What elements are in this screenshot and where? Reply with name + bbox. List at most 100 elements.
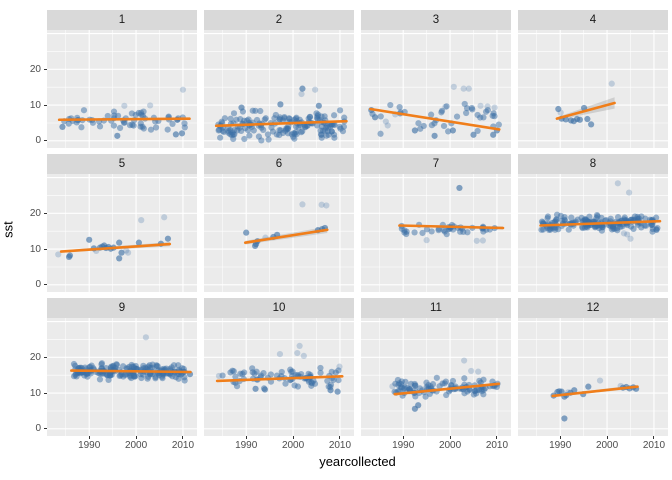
scatter-point bbox=[337, 125, 344, 132]
scatter-point bbox=[293, 114, 300, 121]
y-tick-mark bbox=[44, 392, 47, 394]
scatter-point bbox=[440, 122, 448, 130]
scatter-point bbox=[568, 214, 575, 221]
facet-panel-12: 12 bbox=[518, 298, 668, 436]
scatter-point bbox=[142, 364, 149, 371]
scatter-point bbox=[538, 218, 546, 225]
scatter-point bbox=[114, 132, 121, 139]
scatter-point bbox=[70, 360, 78, 368]
scatter-point bbox=[469, 106, 476, 113]
scatter-point bbox=[561, 216, 568, 223]
facet-plot-area bbox=[361, 318, 511, 436]
scatter-point bbox=[466, 386, 473, 394]
scatter-point bbox=[371, 114, 379, 121]
y-tick-label: 10 bbox=[29, 99, 41, 111]
scatter-point bbox=[276, 351, 284, 358]
scatter-point bbox=[217, 134, 224, 141]
x-tick-mark bbox=[559, 436, 561, 439]
scatter-point bbox=[317, 369, 324, 376]
trend-line bbox=[398, 224, 505, 230]
scatter-point bbox=[86, 236, 93, 243]
x-tick-mark bbox=[339, 436, 341, 439]
scatter-point bbox=[561, 415, 568, 422]
scatter-point bbox=[253, 116, 261, 124]
scatter-point bbox=[470, 131, 477, 138]
scatter-point bbox=[445, 128, 452, 135]
x-tick-mark bbox=[135, 436, 137, 439]
scatter-point bbox=[296, 342, 303, 349]
facet-strip-label: 5 bbox=[47, 154, 197, 174]
scatter-point bbox=[416, 385, 424, 392]
scatter-point bbox=[237, 370, 244, 377]
scatter-point bbox=[401, 229, 408, 236]
x-tick-label: 2010 bbox=[642, 440, 666, 451]
scatter-point bbox=[269, 128, 277, 135]
scatter-point bbox=[334, 388, 341, 395]
scatter-point bbox=[130, 373, 137, 380]
scatter-point bbox=[621, 214, 628, 221]
scatter-point bbox=[298, 371, 305, 378]
x-tick-label: 1990 bbox=[549, 440, 572, 451]
scatter-point bbox=[121, 102, 128, 109]
facet-panel-4: 4 bbox=[518, 10, 668, 148]
scatter-point bbox=[242, 125, 249, 132]
trend-line bbox=[214, 119, 348, 128]
scatter-point bbox=[107, 372, 114, 379]
scatter-point bbox=[423, 226, 431, 233]
y-tick-mark bbox=[44, 140, 47, 142]
scatter-point bbox=[300, 352, 307, 360]
scatter-point bbox=[318, 201, 325, 208]
scatter-point bbox=[620, 230, 628, 237]
scatter-point bbox=[232, 373, 239, 380]
scatter-point bbox=[294, 349, 301, 357]
scatter-point bbox=[396, 104, 403, 111]
x-tick-mark bbox=[449, 436, 451, 439]
scatter-point bbox=[649, 228, 656, 235]
scatter-point bbox=[642, 215, 649, 222]
scatter-point bbox=[152, 373, 159, 381]
scatter-point bbox=[135, 239, 142, 246]
x-axis-title: yearcollected bbox=[319, 454, 396, 469]
scatter-point bbox=[465, 85, 472, 92]
x-tick-label: 2000 bbox=[281, 440, 305, 451]
scatter-point bbox=[634, 213, 641, 220]
facet-strip-label: 8 bbox=[518, 154, 668, 174]
scatter-point bbox=[116, 124, 124, 132]
scatter-point bbox=[292, 128, 300, 136]
facet-strip-label: 6 bbox=[204, 154, 354, 174]
scatter-point bbox=[411, 229, 418, 236]
facet-panel-11: 11 bbox=[361, 298, 511, 436]
scatter-point bbox=[225, 129, 232, 136]
scatter-point bbox=[565, 226, 572, 233]
scatter-point bbox=[227, 115, 234, 122]
scatter-point bbox=[253, 368, 260, 375]
scatter-point bbox=[335, 377, 342, 384]
facet-strip-label: 9 bbox=[47, 298, 197, 318]
scatter-point bbox=[473, 386, 480, 394]
scatter-point bbox=[330, 112, 338, 119]
scatter-point bbox=[630, 225, 637, 232]
facet-strip-label: 1 bbox=[47, 10, 197, 30]
scatter-point bbox=[330, 376, 337, 383]
scatter-point bbox=[78, 124, 85, 131]
scatter-point bbox=[246, 132, 253, 139]
scatter-point bbox=[477, 114, 484, 121]
y-tick-mark bbox=[44, 356, 47, 358]
scatter-point bbox=[272, 111, 279, 119]
scatter-point bbox=[427, 383, 434, 390]
scatter-point bbox=[262, 115, 269, 122]
scatter-point bbox=[137, 123, 144, 130]
scatter-point bbox=[273, 372, 281, 379]
trend-line bbox=[539, 219, 662, 227]
scatter-point bbox=[123, 247, 130, 254]
scatter-point bbox=[435, 227, 442, 234]
facet-panel-5: 5 bbox=[47, 154, 197, 292]
scatter-point bbox=[484, 106, 491, 114]
facet-panel-10: 10 bbox=[204, 298, 354, 436]
scatter-point bbox=[473, 237, 480, 244]
scatter-point bbox=[428, 111, 435, 118]
scatter-point bbox=[260, 126, 267, 133]
x-tick-label: 2010 bbox=[171, 440, 195, 451]
scatter-point bbox=[215, 372, 223, 380]
scatter-point bbox=[411, 382, 419, 389]
